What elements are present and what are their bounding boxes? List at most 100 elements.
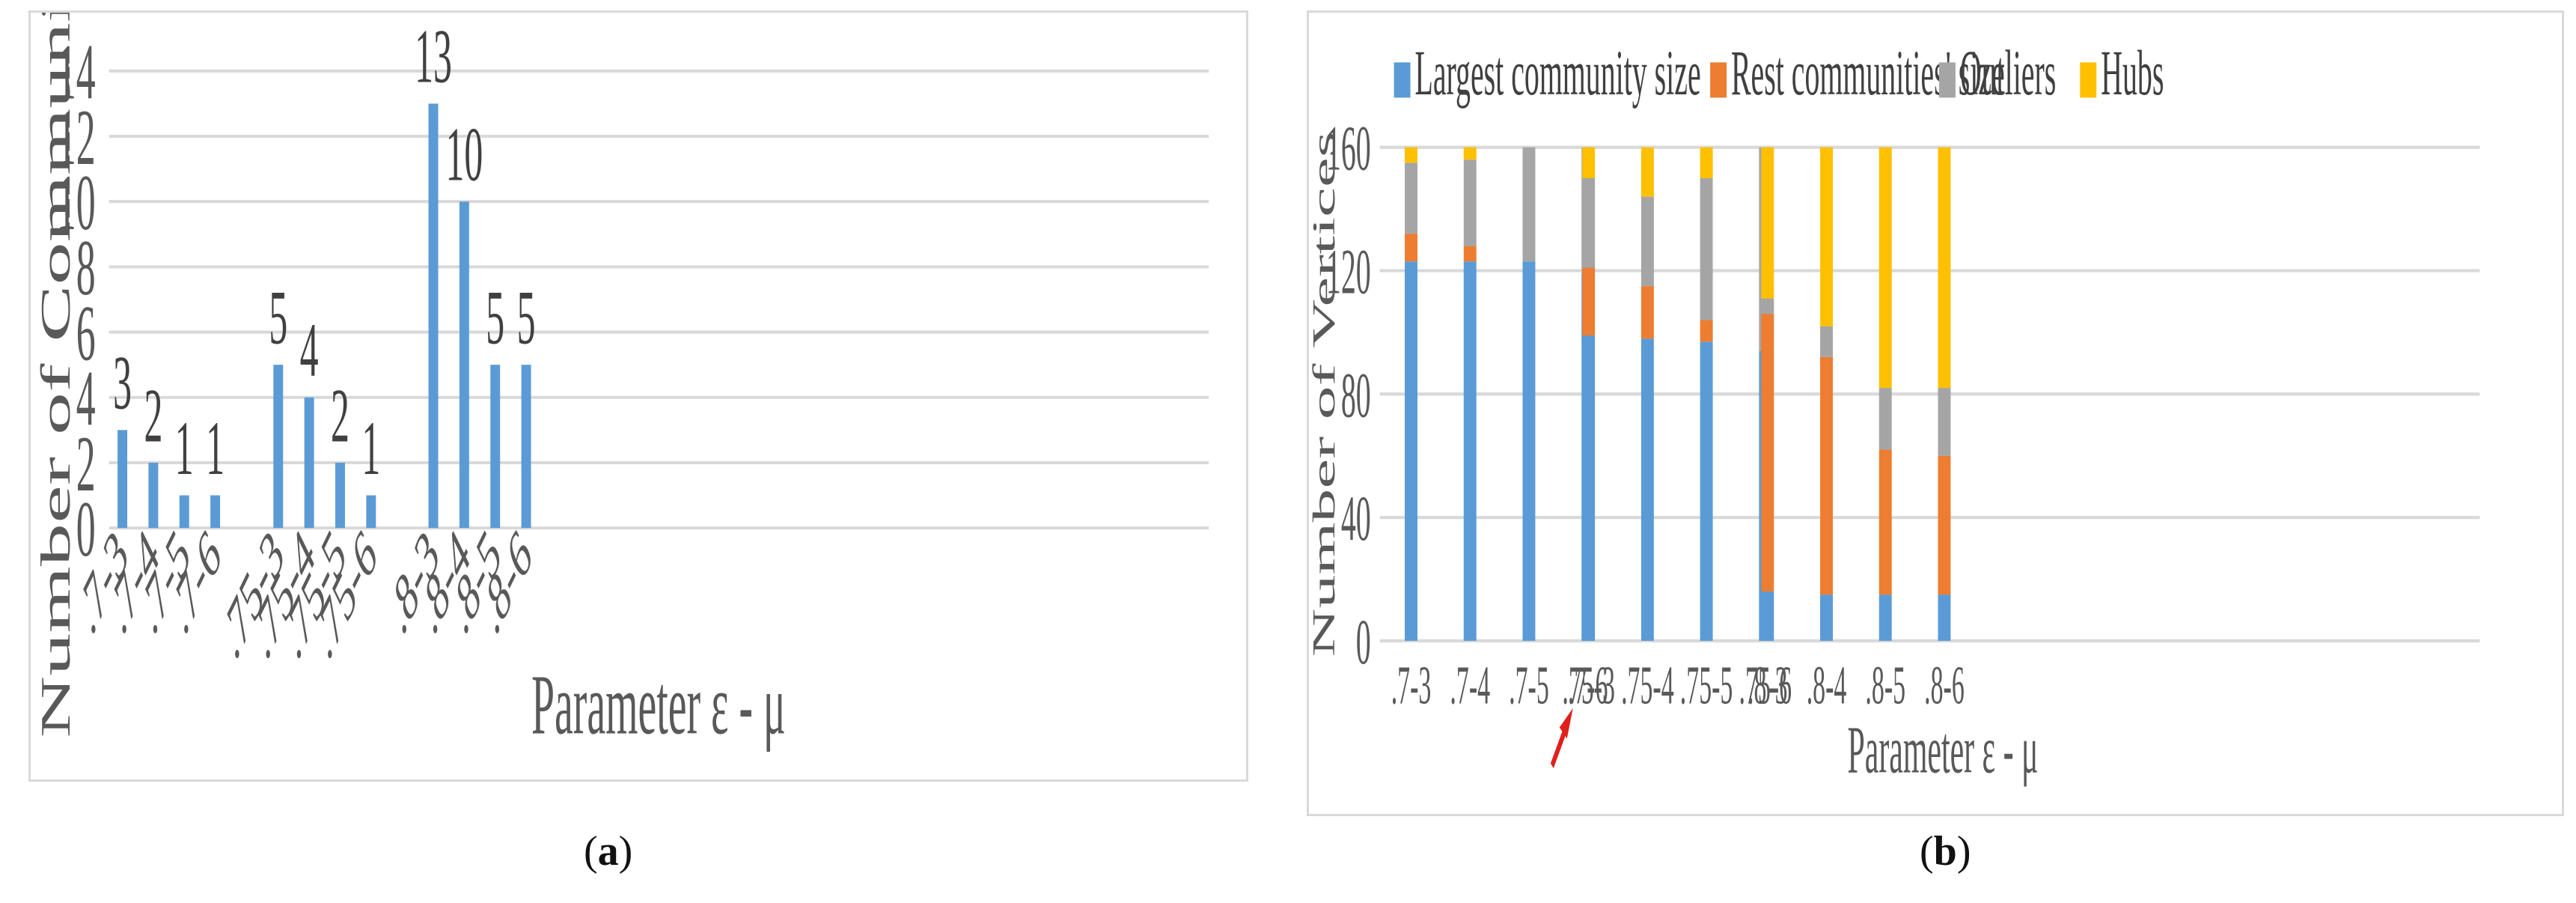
legend-label: Outliers [1960,39,2056,109]
data-label: 1 [206,407,225,491]
bar-segment [1878,147,1892,389]
y-tick-label: 10 [57,159,96,247]
x-tick-label: .75-3 [1562,655,1615,716]
x-tick-label: .8-4 [1807,655,1847,716]
legend-swatch [1710,62,1727,98]
y-tick-label: 40 [1341,484,1371,555]
red-arrow-head [1559,708,1573,739]
bar-segment [1820,326,1833,357]
bar [521,365,531,529]
legend-swatch [1938,62,1956,98]
bar [459,201,469,529]
bar-segment [1700,320,1713,342]
bar [148,462,159,529]
bar-segment [1700,147,1713,178]
x-tick-label: .75-5 [1680,655,1733,716]
bar-segment [1582,147,1596,178]
bar-segment [1700,341,1713,641]
data-label: 4 [300,308,319,393]
bar-segment [1582,335,1596,641]
y-axis-title: Number of Vertices [1309,131,1341,657]
bar [366,495,376,529]
x-tick-label: .7-5 [1509,655,1549,716]
x-tick-label: .75-4 [1621,655,1674,716]
bar-segment [1761,298,1774,314]
legend-label: Hubs [2101,39,2164,109]
bar-segment [1522,261,1536,641]
y-tick-label: 2 [76,420,96,508]
bar-segment [1820,595,1833,641]
data-label: 3 [113,341,132,425]
caption-b: (b) [1920,828,1971,875]
bar-segment [1820,147,1833,326]
x-tick-label: .8-6 [1924,655,1965,716]
bar-segment [1522,147,1536,262]
caption-a: (a) [584,828,633,875]
bar-chart-communities: 024681012143.7-32.7-41.7-51.7-65.75-34.7… [32,0,1209,752]
bar-segment [1938,455,1951,595]
y-tick-label: 120 [1326,237,1371,308]
data-label: 1 [361,407,380,491]
bar-segment [1938,595,1951,641]
data-label: 5 [269,276,287,360]
data-label: 1 [175,407,194,491]
bar-segment [1640,286,1654,339]
legend-swatch [2080,62,2097,98]
data-label: 2 [144,374,162,458]
bar [210,495,221,529]
bar-segment [1463,159,1477,246]
legend-label: Largest community size [1414,39,1700,109]
x-axis-title: Parameter ε - μ [1848,714,2039,788]
y-tick-label: 0 [1356,607,1371,678]
bar-segment [1640,147,1654,197]
chart-panel-b: 0 40 80 120 160 Largest community size Rest co… [1307,10,2564,816]
bar-segment [1405,147,1417,163]
x-tick-label: .7-6 [1568,655,1608,716]
bar-segment [1405,162,1417,234]
x-tick-label: .7-4 [1450,655,1490,716]
y-tick-label: 12 [57,94,96,182]
x-tick-label: .75-6 [1739,655,1792,716]
bar-segment [1582,177,1596,268]
bar-segment [1938,147,1951,389]
bar-segment [1878,388,1892,450]
bar [428,103,439,529]
bar [273,365,284,529]
bar [304,397,314,529]
bar-segment [1640,338,1654,641]
x-tick-label: .7-3 [1391,655,1432,716]
caption-a-letter: a [597,828,619,875]
bar-segment [1938,388,1951,456]
bar-segment [1878,449,1892,595]
data-label: 10 [445,112,483,197]
bar [179,495,189,529]
data-label: 5 [486,276,504,360]
stacked-bar-chart-vertices: 0 40 80 120 160 Largest community size Rest co… [1307,39,2480,788]
bar-segment [1761,591,1774,641]
bar-segment [1463,246,1477,262]
legend-label: Rest communities' size [1731,39,2005,109]
bar-segment [1700,177,1713,320]
legend-swatch [1394,62,1411,98]
y-tick-label: 4 [76,355,96,443]
bar-segment [1640,196,1654,287]
x-axis-title: Parameter ε - μ [531,657,786,752]
bar-segment [1405,261,1417,641]
bar [117,430,128,529]
y-tick-label: 160 [1326,114,1371,184]
y-axis-title: Number of Communities [32,13,79,738]
bar-segment [1820,356,1833,595]
data-label: 13 [415,14,452,99]
bar-segment [1463,147,1477,160]
data-label: 5 [517,276,536,360]
y-tick-label: 8 [76,224,96,312]
chart-panel-a: 0 2 4 6 8 10 12 14 3.7-3 2.7-4 1.7-5 1.7-6 5.75-3 4.7… [28,0,1248,782]
bar [490,365,501,529]
bar-segment [1761,314,1774,592]
bar-segment [1582,267,1596,336]
y-tick-label: 6 [76,289,96,377]
y-tick-label: 14 [57,28,96,117]
x-tick-label: .8-5 [1865,655,1905,716]
bar-segment [1463,261,1477,641]
x-tick-label: .8-3 [1748,655,1788,716]
